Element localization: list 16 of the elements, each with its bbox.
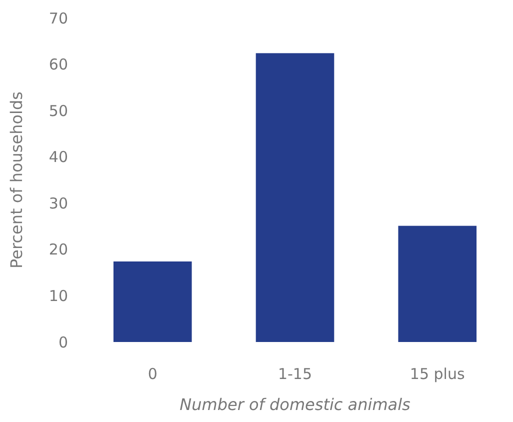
y-tick-label: 60 — [48, 56, 68, 74]
bar — [256, 53, 334, 342]
x-tick-label: 1-15 — [278, 365, 312, 383]
bar — [113, 261, 192, 342]
x-axis-title: Number of domestic animals — [180, 395, 410, 414]
x-tick-label: 0 — [148, 365, 158, 383]
x-tick-label: 15 plus — [410, 365, 465, 383]
y-tick-label: 0 — [58, 333, 68, 352]
y-tick-label: 40 — [48, 148, 68, 166]
y-tick-label: 50 — [48, 102, 68, 120]
y-tick-label: 10 — [48, 286, 68, 305]
y-tick-label: 30 — [48, 194, 68, 212]
y-axis-title: Percent of households — [7, 92, 26, 268]
y-tick-label: 20 — [48, 240, 68, 259]
y-tick-label: 70 — [48, 9, 68, 28]
bar — [398, 226, 477, 342]
